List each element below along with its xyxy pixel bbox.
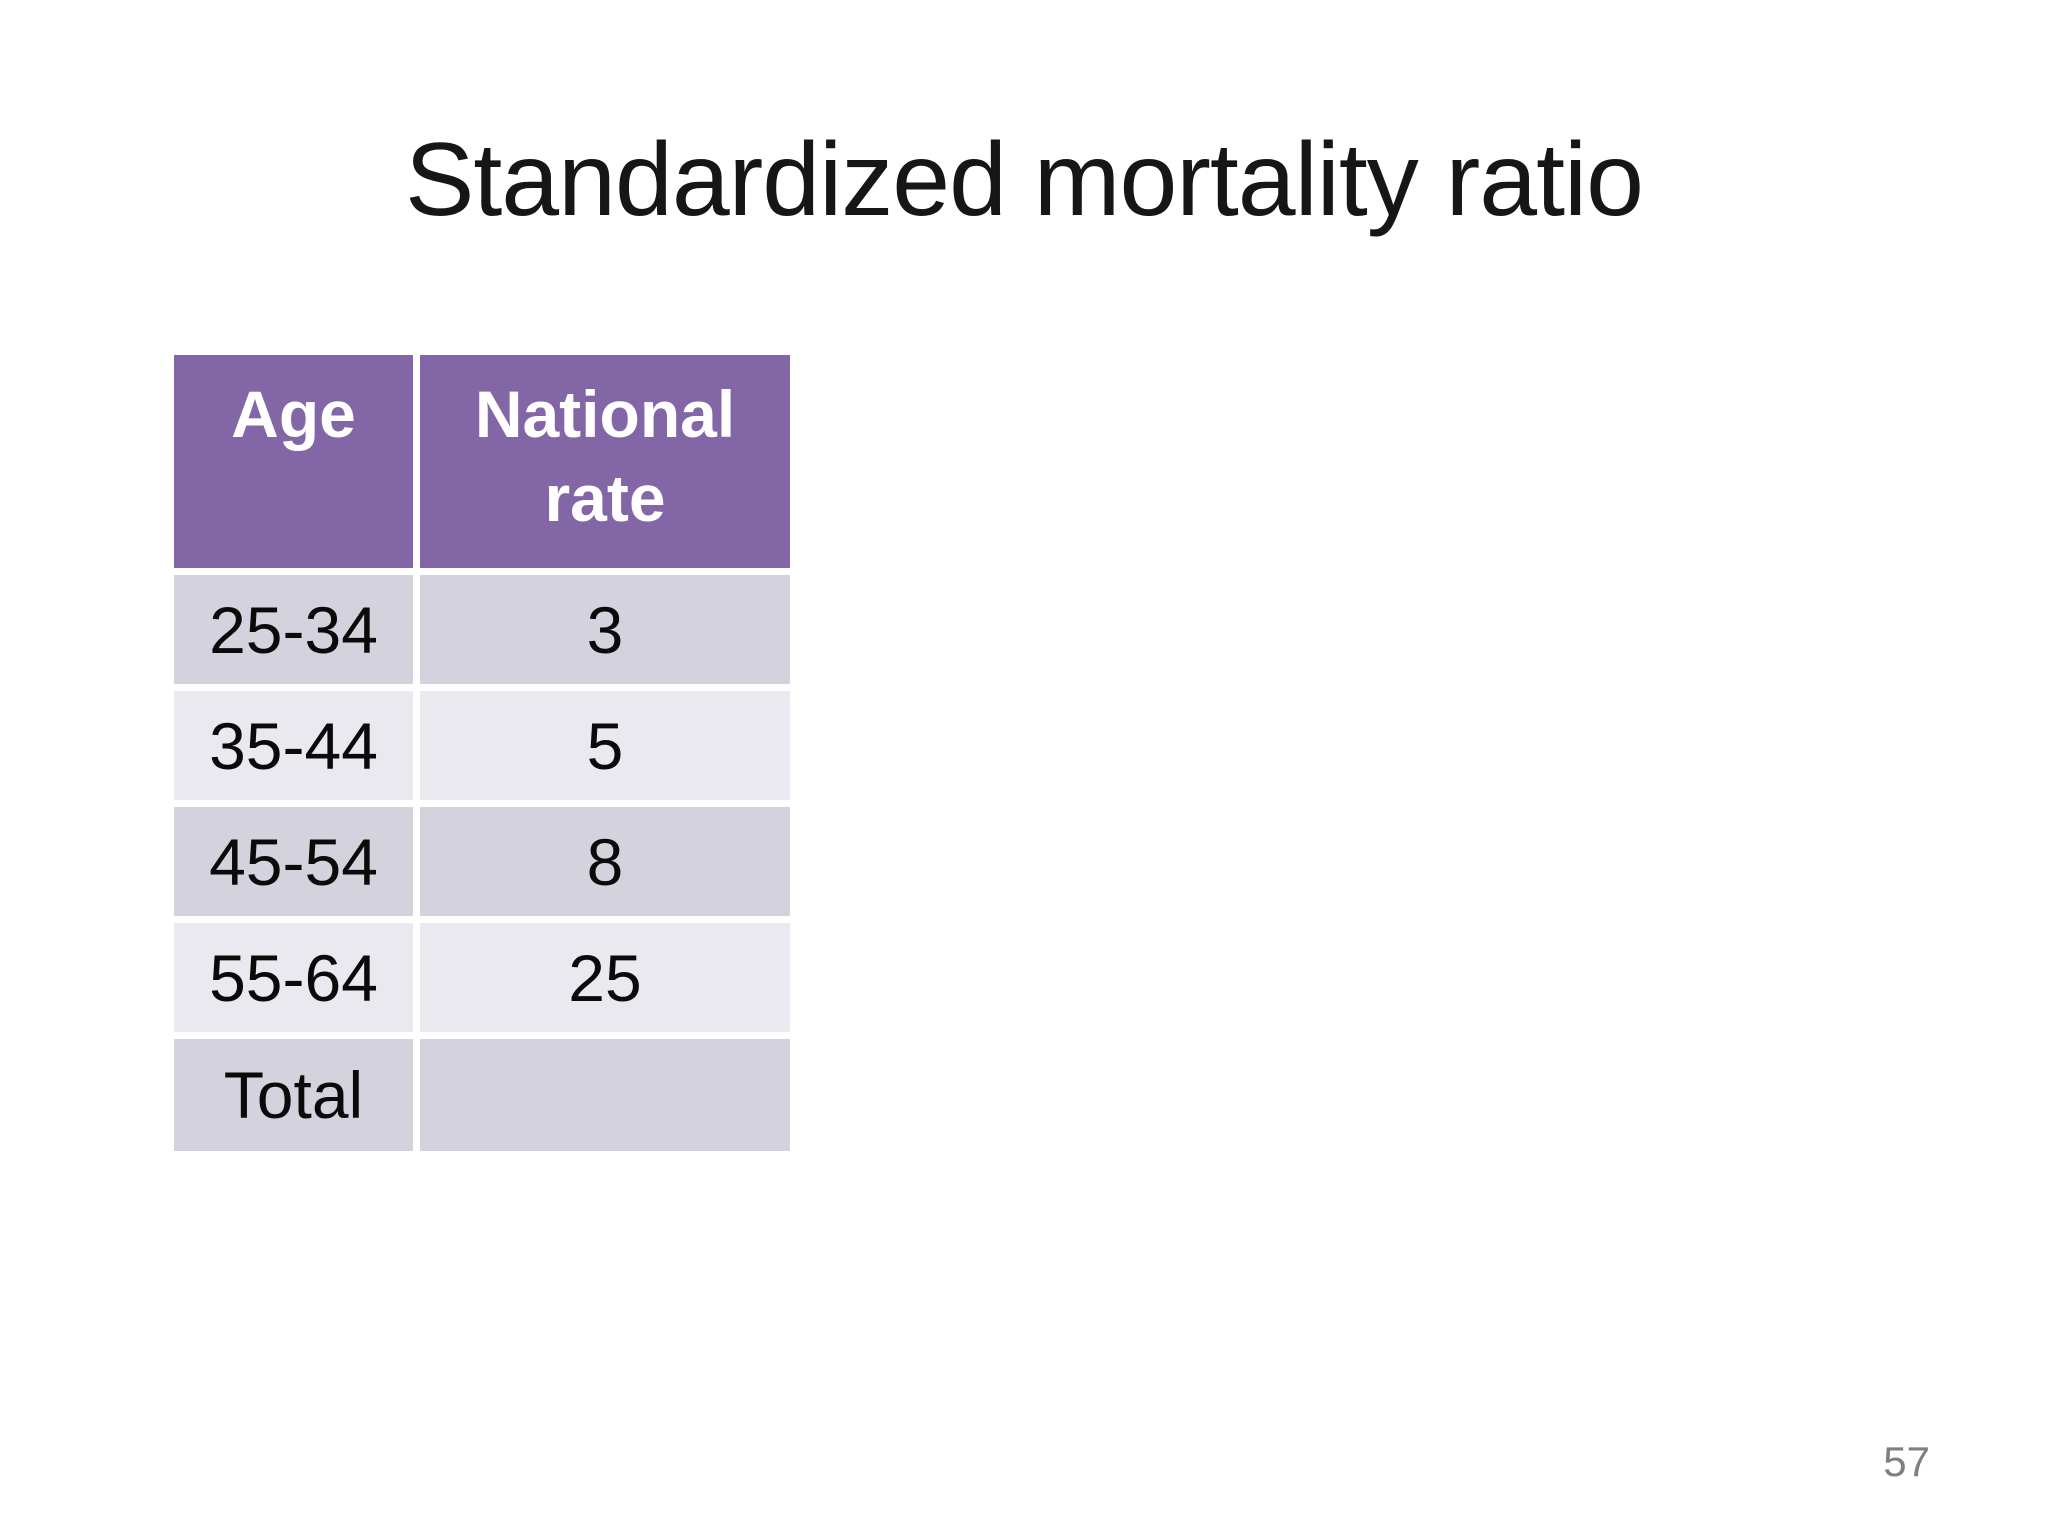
table-cell-rate-45-54: 8 [420,807,790,916]
table-cell-rate-35-44: 5 [420,691,790,800]
table-cell-rate-total [420,1039,790,1151]
table-header-national-rate: National rate [420,355,790,568]
table-cell-rate-25-34: 3 [420,575,790,684]
table-cell-age-total: Total [174,1039,413,1151]
table-cell-age-35-44: 35-44 [174,691,413,800]
table-cell-age-45-54: 45-54 [174,807,413,916]
table-cell-age-55-64: 55-64 [174,923,413,1032]
page-number: 57 [1883,1438,1930,1485]
table-header-age: Age [174,355,413,568]
mortality-rate-table: Age National rate 25-34 3 35-44 5 45-54 … [174,355,790,1151]
slide-title: Standardized mortality ratio [405,122,1644,238]
table-cell-rate-55-64: 25 [420,923,790,1032]
table-cell-age-25-34: 25-34 [174,575,413,684]
